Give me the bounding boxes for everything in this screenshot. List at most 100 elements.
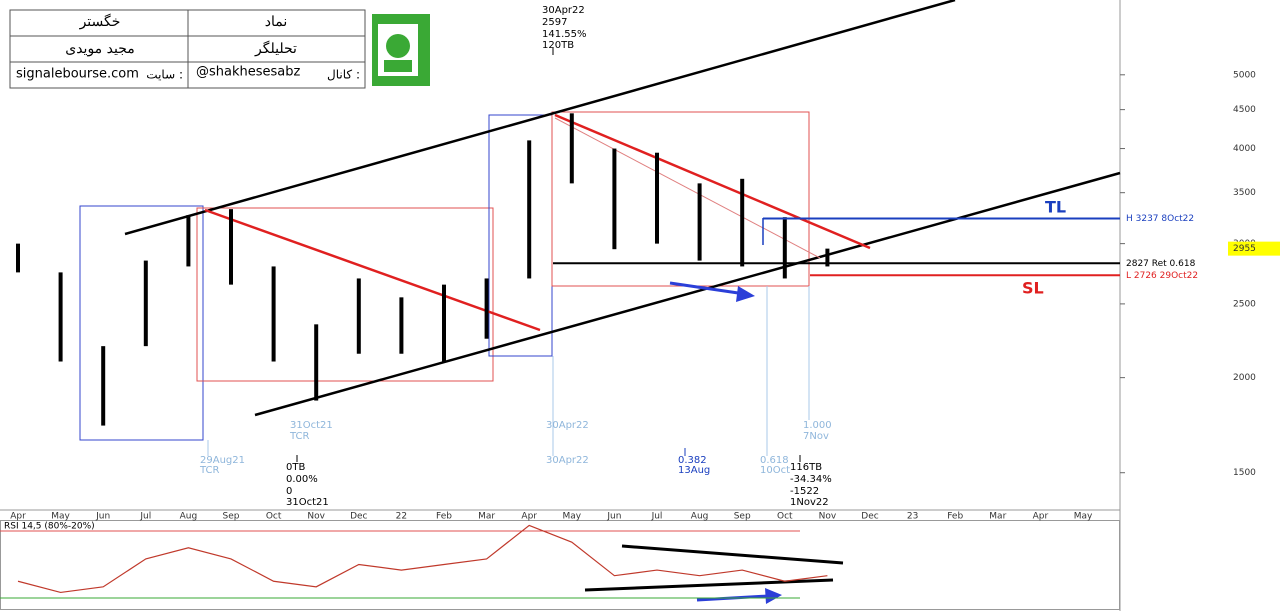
rsi-line [17,524,828,594]
annotation: TCR [199,465,220,476]
annotation: 0 [286,486,292,497]
site-value: signalebourse.com [16,67,139,82]
annotation: 30Apr22 [546,455,589,466]
annotation: TL [1045,198,1066,217]
x-tick-label: Apr [521,512,537,522]
annotation: SL [1022,279,1044,298]
arrow [584,281,844,604]
x-tick-label: Oct [777,512,793,522]
symbol-value: خگستر [79,13,121,30]
x-tick-label: Jul [139,512,151,522]
y-tick-label: 1500 [1233,468,1256,478]
x-tick-label: Feb [436,512,452,522]
price-bar [186,215,191,267]
annotation: TCR [289,431,310,442]
x-tick-label: Feb [947,512,963,522]
x-tick-label: May [1074,512,1093,522]
annotation: 13Aug [678,465,710,476]
last-price-box [1228,241,1280,256]
x-tick-label: Aug [691,512,709,522]
price-bar [527,140,532,279]
price-bar [697,183,702,261]
price-bar [143,260,148,347]
last-price-label: 2955 [1233,244,1256,254]
x-tick-label: Mar [478,512,495,522]
price-bar [569,113,574,184]
price-bar [484,278,489,339]
x-tick-label: May [562,512,581,522]
x-tick-label: May [51,512,70,522]
fib-lines [207,286,810,456]
annotation: 0.382 [678,455,707,466]
y-tick-label: 2000 [1233,373,1256,383]
x-tick-label: Apr [1033,512,1049,522]
y-tick-label: 5000 [1233,70,1256,80]
annotation: 0TB [286,462,305,473]
price-bar [612,148,617,250]
level-label: 2827 Ret 0.618 [1126,259,1196,269]
level-label: L 2726 29Oct22 [1126,271,1198,281]
x-tick-label: Aug [180,512,198,522]
price-bar [58,272,63,362]
annotation: 10Oct [760,465,790,476]
price-bar [271,266,276,362]
rsi-panel [0,520,1120,610]
logo [372,14,430,86]
x-tick-label: 23 [907,512,918,522]
price-bar [16,243,20,273]
channel-label: کانال : [327,68,360,82]
y-tick-label: 2500 [1233,299,1256,309]
small-arrows [296,48,801,462]
annotation: 0.618 [760,455,789,466]
price-bar [356,278,361,354]
x-tick-label: Nov [819,512,837,522]
annotation: 31Oct21 [290,420,333,431]
annotation: 29Aug21 [200,455,245,466]
x-tick-label: Nov [307,512,325,522]
symbol-label: نماد [265,14,288,30]
x-tick-label: Dec [350,512,367,522]
price-bar [825,248,830,267]
annotation: 1.000 [803,420,832,431]
annotation: 116TB [790,462,822,473]
x-tick-label: Oct [266,512,282,522]
annotation: 30Apr22 [542,5,585,16]
annotation: 30Apr22 [546,420,589,431]
analyst-label: تحلیلگر [254,40,297,57]
annotation: 141.55% [542,29,587,40]
price-bar [655,152,659,244]
x-tick-label: Mar [989,512,1006,522]
x-tick-label: Sep [734,512,751,522]
trend-lines [124,0,1121,417]
price-bar [740,178,745,267]
annotation: 0.00% [286,474,318,485]
annotation: -34.34% [790,474,832,485]
price-bar [314,324,319,401]
rsi-title: RSI 14,5 (80%-20%) [4,522,95,532]
y-tick-label: 4500 [1233,105,1256,115]
price-bar [782,217,787,279]
analyst-value: مجید مویدی [65,41,135,57]
x-tick-label: Apr [10,512,26,522]
info-table [9,9,366,89]
y-tick-label: 3500 [1233,188,1256,198]
x-tick-label: Jun [606,512,621,522]
annotation: 120TB [542,40,574,51]
annotation: 2597 [542,17,567,28]
site-label: سایت : [146,68,183,82]
x-tick-label: Jul [651,512,663,522]
annotation: 1Nov22 [790,497,829,508]
annotation: 7Nov [803,431,829,442]
price-bar [399,297,404,354]
annotation: 31Oct21 [286,497,329,508]
x-tick-label: Dec [861,512,878,522]
x-tick-label: Sep [223,512,240,522]
boxes [79,111,810,441]
level-label: H 3237 8Oct22 [1126,214,1194,224]
x-tick-label: Jun [95,512,110,522]
y-tick-label: 4000 [1233,144,1256,154]
x-tick-label: 22 [396,512,407,522]
channel-value: @shakhesesabz [196,65,301,80]
price-bar [101,346,106,426]
